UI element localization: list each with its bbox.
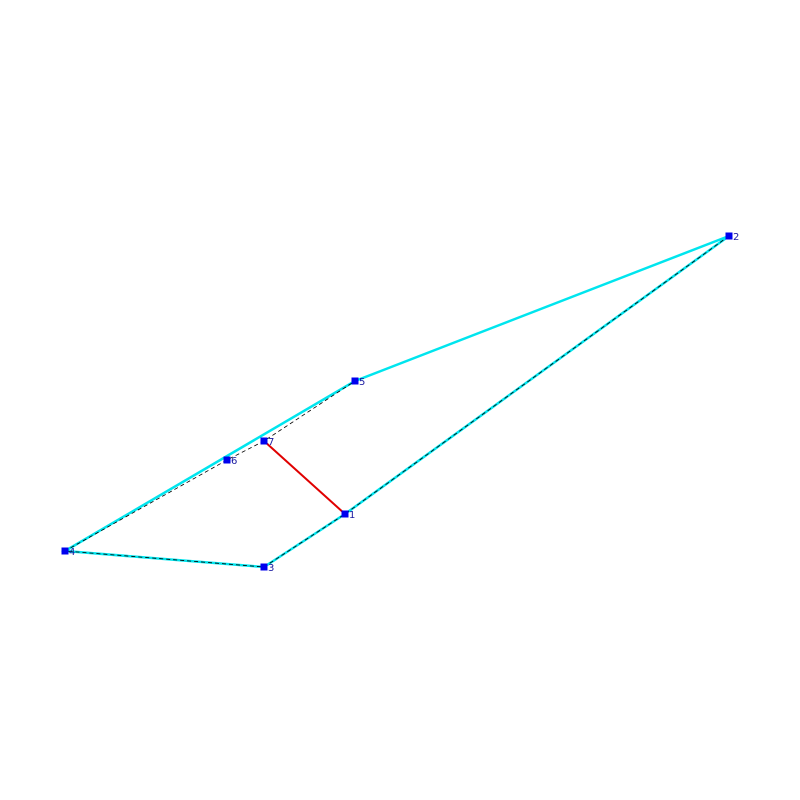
node-label: 3: [268, 563, 274, 574]
node-marker: [351, 377, 359, 385]
node: 7: [260, 437, 274, 448]
node-marker: [223, 456, 231, 464]
dashed-outline: [63, 235, 730, 568]
node-marker: [260, 563, 268, 571]
node-marker: [61, 547, 69, 555]
node-marker: [260, 437, 268, 445]
node-label: 7: [268, 437, 274, 448]
node-label: 2: [733, 232, 739, 243]
polygon-outline: [60, 234, 730, 569]
node: 5: [351, 377, 365, 388]
node-label: 5: [359, 377, 365, 388]
node-marker: [341, 510, 349, 518]
node: 1: [341, 510, 355, 521]
node: 4: [61, 547, 75, 558]
node-label: 6: [231, 456, 237, 467]
edges: [60, 234, 730, 569]
node-label: 1: [349, 510, 355, 521]
red-segment: [263, 440, 346, 515]
node-label: 4: [69, 547, 75, 558]
node: 2: [725, 232, 739, 243]
node: 6: [223, 456, 237, 467]
node: 3: [260, 563, 274, 574]
node-marker: [725, 232, 733, 240]
